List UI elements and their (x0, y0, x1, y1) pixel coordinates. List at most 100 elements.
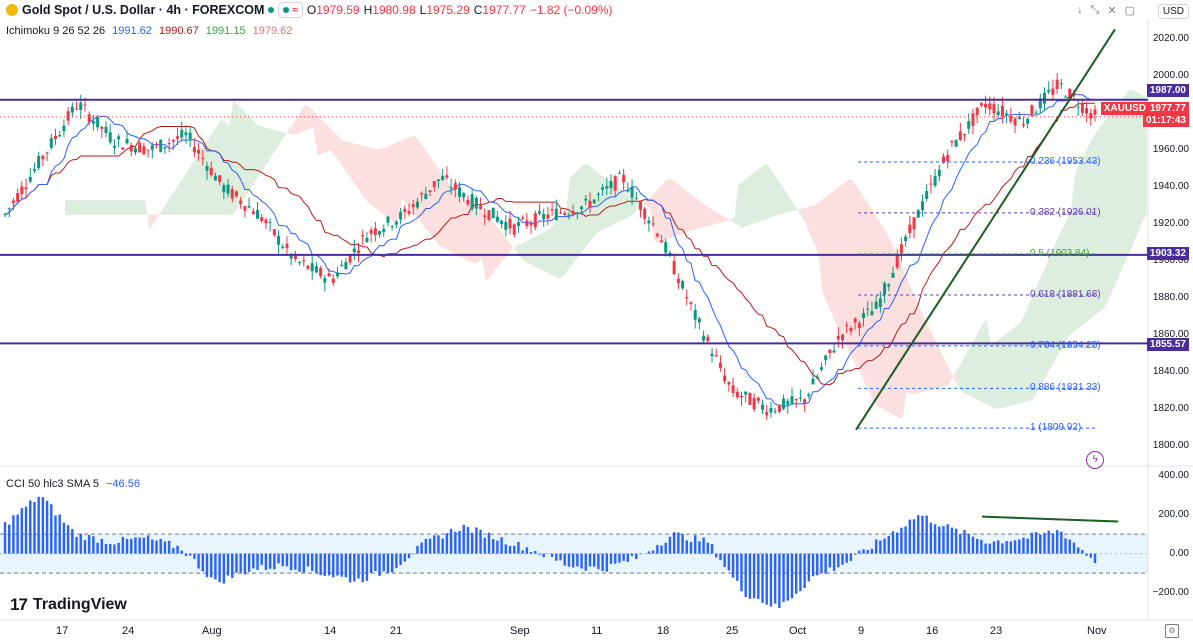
cci-bar (668, 536, 672, 554)
candle-body (710, 353, 714, 357)
symbol-title[interactable]: Gold Spot / U.S. Dollar · 4h · FOREXCOM (22, 3, 265, 17)
cci-bar (647, 551, 651, 554)
price-tick-label: 1880.00 (1152, 292, 1189, 304)
candle-body (218, 175, 222, 182)
cci-bar (172, 548, 175, 554)
ichimoku-cloud-segment (1100, 121, 1105, 312)
cci-bar (125, 538, 129, 554)
cci-bar (1089, 553, 1092, 558)
ichimoku-cloud-segment (128, 199, 133, 215)
ichimoku-cloud-segment (355, 143, 360, 191)
ichimoku-cloud-segment (696, 198, 701, 229)
candle-body (542, 213, 546, 220)
cci-bar (917, 515, 920, 554)
candle-body (3, 213, 7, 215)
candle-body (394, 221, 398, 225)
cci-legend[interactable]: CCI 50 hlc3 SMA 5 −46.56 (6, 478, 140, 490)
time-tick-label: Oct (789, 625, 807, 637)
ichimoku-cloud-segment (548, 225, 554, 276)
currency-select[interactable]: USD (1157, 4, 1189, 19)
ichimoku-cloud-segment (700, 201, 705, 228)
fib-level-label: 0.382 (1926.01) (1030, 206, 1101, 218)
ichimoku-cloud-segment (292, 118, 297, 135)
cci-bar (281, 553, 284, 567)
cci-bar (597, 553, 600, 570)
candle-body (327, 273, 331, 277)
ichimoku-cloud-segment (658, 184, 663, 243)
ichimoku-cloud-segment (351, 142, 356, 185)
fib-level-label: 0.764 (1854.25) (1030, 339, 1101, 351)
ichimoku-cloud-segment (814, 202, 819, 254)
cci-bar (525, 547, 529, 554)
ichimoku-cloud-segment (245, 113, 251, 196)
ichimoku-cloud-segment (961, 354, 966, 394)
time-tick-label: 24 (122, 625, 135, 637)
cci-bar (159, 538, 162, 554)
candle-body (466, 199, 470, 205)
ichimoku-cloud-segment (178, 177, 183, 215)
fib-level-label: 0.886 (1831.33) (1030, 382, 1101, 394)
cci-bar (214, 553, 217, 580)
close-icon[interactable]: ✕ (1107, 5, 1117, 17)
cci-bar (584, 553, 587, 571)
cci-bar (445, 533, 449, 554)
collapse-icon[interactable]: ⤡ (1090, 4, 1100, 16)
candle-body (853, 318, 857, 323)
ichimoku-cloud-segment (1112, 105, 1118, 290)
candle-body (1093, 109, 1097, 115)
candle-body (559, 212, 563, 214)
ichimoku-cloud-segment (965, 347, 970, 396)
candle-body (807, 394, 811, 397)
candle-body (222, 185, 226, 193)
lightning-icon[interactable]: ϟ (1086, 451, 1104, 469)
cci-bar (744, 553, 747, 597)
candle-body (878, 298, 882, 308)
candle-body (681, 281, 685, 289)
maximize-icon[interactable]: ▢ (1124, 5, 1135, 17)
time-tick-label: 25 (726, 625, 739, 637)
candle-body (382, 228, 386, 232)
candle-body (479, 205, 483, 209)
ichimoku-cloud-segment (136, 199, 141, 215)
ichimoku-cloud-segment (734, 184, 739, 226)
ichimoku-cloud-segment (485, 213, 491, 283)
candle-body (975, 107, 979, 116)
ichimoku-cloud-segment (923, 316, 928, 392)
tradingview-logo[interactable]: 17 TradingView (10, 595, 127, 615)
ichimoku-label: Ichimoku 9 26 52 26 (6, 25, 106, 37)
candle-body (988, 103, 992, 110)
cci-bar (1026, 538, 1029, 554)
cci-bar (542, 553, 545, 558)
cci-bar (210, 553, 213, 578)
cci-label: CCI 50 hlc3 SMA 5 (6, 478, 99, 490)
ichimoku-cloud-segment (1104, 115, 1109, 309)
ichimoku-cloud-segment (519, 242, 524, 261)
settings-icon[interactable]: ⚙ (1165, 624, 1179, 638)
ichimoku-cloud-segment (144, 199, 150, 230)
candle-body (874, 301, 878, 309)
ichimoku-legend[interactable]: Ichimoku 9 26 52 26 1991.62 1990.67 1991… (6, 25, 292, 37)
ichimoku-cloud-segment (502, 233, 507, 261)
ichimoku-cloud-segment (822, 196, 827, 303)
candle-body (1055, 79, 1059, 90)
time-tick-label: 16 (926, 625, 939, 637)
candle-body (323, 278, 327, 283)
arrow-down-icon[interactable]: ↓ (1077, 4, 1083, 16)
candle-body (824, 355, 828, 360)
cci-bar (1034, 532, 1038, 554)
candle-body (62, 125, 66, 132)
candle-body (230, 189, 234, 199)
ichimoku-cloud-segment (237, 104, 242, 209)
candle-body (289, 254, 293, 259)
cci-bar (353, 553, 356, 582)
candle-body (937, 169, 941, 177)
ichimoku-v1: 1991.62 (112, 25, 152, 37)
cci-bar (33, 501, 36, 554)
indicator-toggle-button[interactable]: ≈ (278, 2, 303, 18)
candle-body (1017, 117, 1021, 119)
cci-bar (988, 543, 991, 554)
candle-body (171, 139, 175, 142)
ichimoku-cloud-segment (464, 197, 470, 262)
cci-bar (794, 553, 798, 594)
